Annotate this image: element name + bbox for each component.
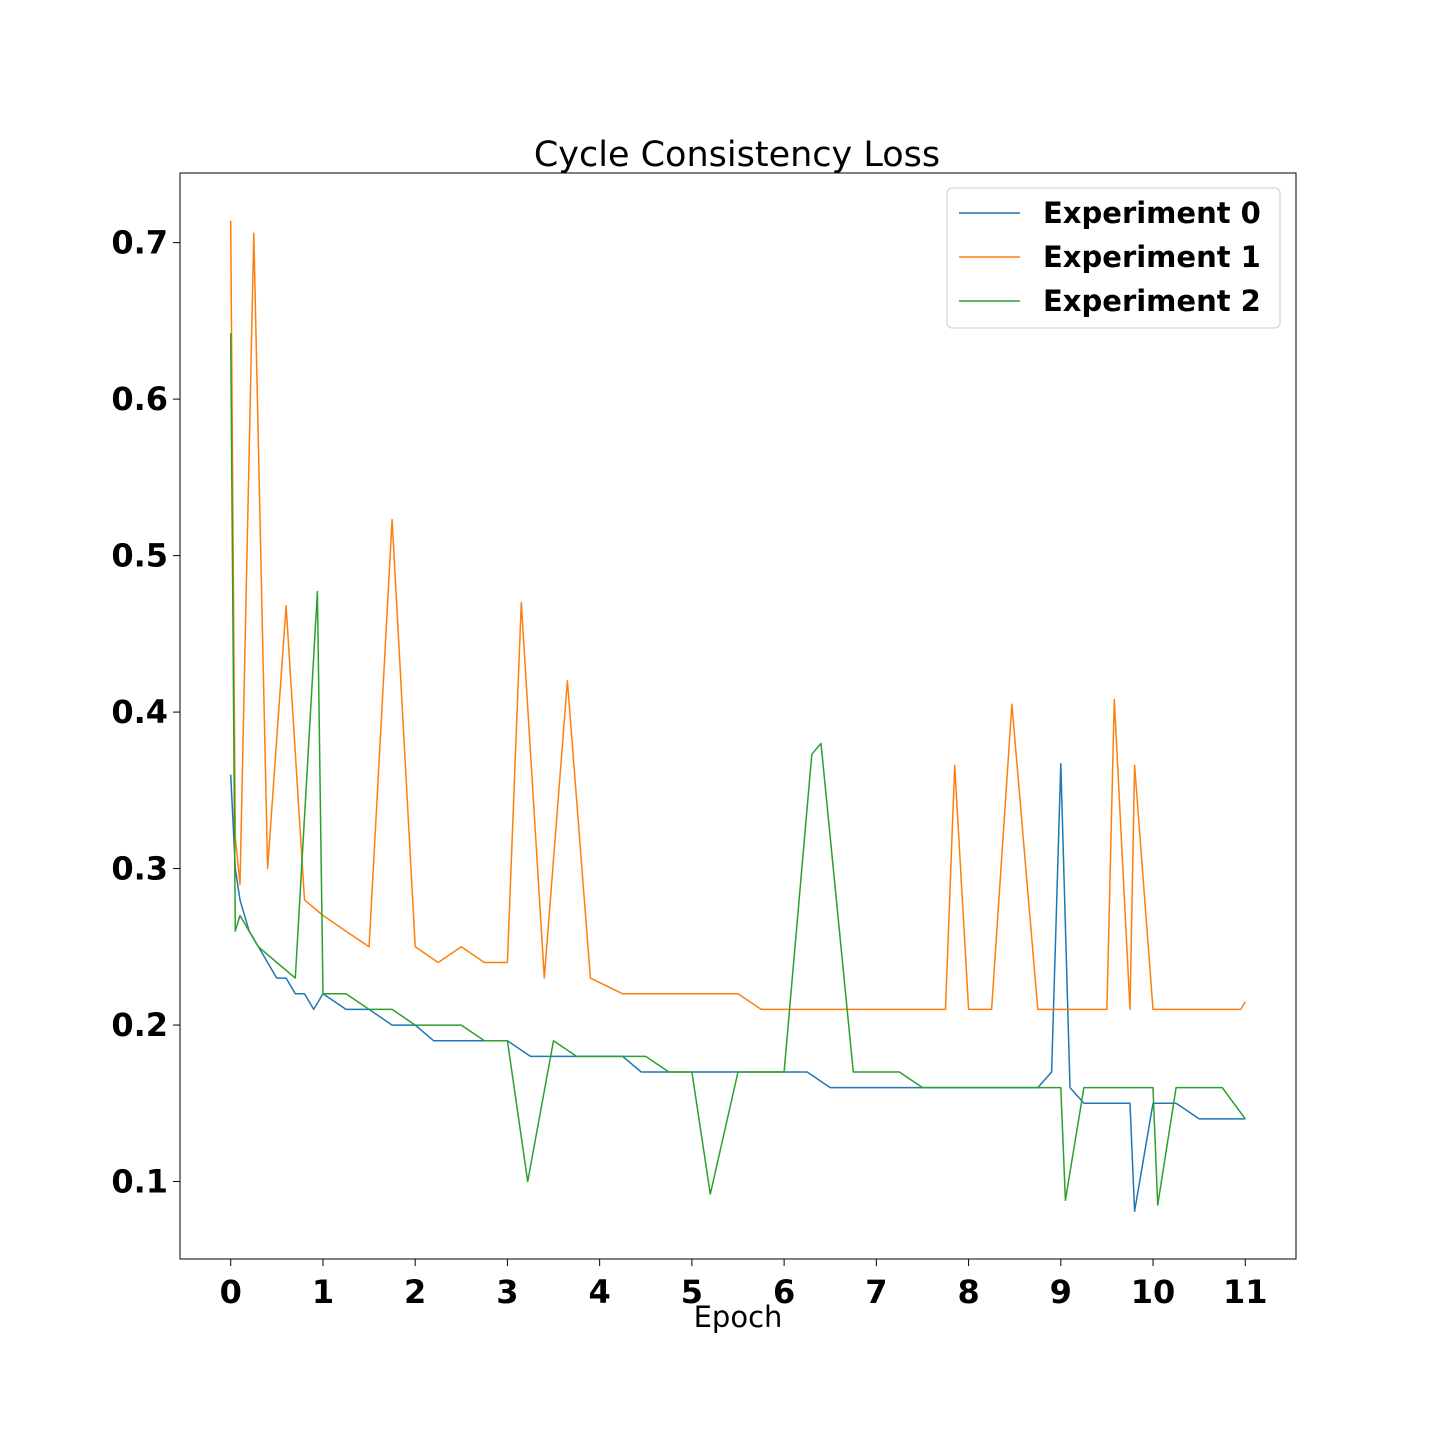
y-tick-label: 0.7 [111, 224, 168, 262]
x-tick-label: 6 [773, 1273, 795, 1311]
x-tick-label: 2 [404, 1273, 426, 1311]
x-tick-label: 7 [865, 1273, 887, 1311]
legend-label-2: Experiment 2 [1043, 284, 1261, 318]
chart-title: Cycle Consistency Loss [534, 135, 940, 175]
x-tick-label: 0 [220, 1273, 242, 1311]
x-tick-label: 11 [1223, 1273, 1268, 1311]
series-line-1 [229, 220, 1246, 1011]
y-tick-label: 0.2 [111, 1006, 168, 1044]
plot-area-frame [179, 172, 1297, 1260]
x-axis: 0 1 2 3 4 5 6 7 8 9 10 11 [220, 1259, 1268, 1311]
series-layer [229, 220, 1246, 1213]
x-tick-label: 8 [957, 1273, 979, 1311]
series-line-2 [229, 333, 1246, 1206]
y-tick-label: 0.1 [111, 1163, 168, 1201]
x-axis-label: Epoch [694, 1300, 783, 1334]
x-tick-label: 5 [681, 1273, 703, 1311]
x-tick-label: 1 [312, 1273, 334, 1311]
x-tick-label: 3 [496, 1273, 518, 1311]
y-tick-label: 0.5 [111, 537, 168, 575]
x-tick-label: 10 [1131, 1273, 1176, 1311]
x-tick-label: 4 [589, 1273, 611, 1311]
legend-box [946, 187, 1281, 329]
y-axis: 0.1 0.2 0.3 0.4 0.5 0.6 0.7 [111, 224, 180, 1201]
y-tick-label: 0.6 [111, 380, 168, 418]
x-tick-label: 9 [1050, 1273, 1072, 1311]
legend: Experiment 0 Experiment 1 Experiment 2 [946, 187, 1281, 329]
legend-label-0: Experiment 0 [1043, 196, 1261, 230]
y-tick-label: 0.4 [111, 693, 168, 731]
legend-label-1: Experiment 1 [1043, 240, 1261, 274]
y-tick-label: 0.3 [111, 850, 168, 888]
series-line-0 [229, 762, 1246, 1213]
